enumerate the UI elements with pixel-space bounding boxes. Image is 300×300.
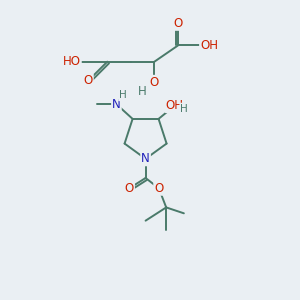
Text: O: O [173,17,183,30]
Text: OH: OH [200,39,218,52]
Text: O: O [83,74,93,87]
Text: O: O [154,182,164,195]
Text: H: H [119,90,127,100]
Text: N: N [141,152,150,165]
Text: O: O [150,76,159,89]
Text: H: H [138,85,147,98]
Text: H: H [180,103,188,114]
Text: N: N [112,98,121,111]
Text: O: O [125,182,134,195]
Text: HO: HO [63,55,81,68]
Text: OH: OH [166,99,184,112]
